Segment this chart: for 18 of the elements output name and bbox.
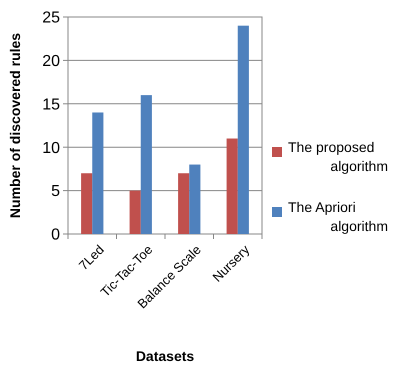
bar <box>189 164 200 234</box>
bar <box>238 26 249 234</box>
bar <box>130 190 141 234</box>
y-tick-label: 15 <box>42 96 60 114</box>
legend-label: The proposed algorithm <box>288 139 388 174</box>
bar <box>226 138 238 234</box>
y-axis-title: Number of discovered rules <box>7 32 23 218</box>
x-axis-title: Datasets <box>136 348 194 364</box>
legend-label: The Apriori algorithm <box>288 199 388 234</box>
y-tick-label: 25 <box>42 10 60 27</box>
bar <box>81 173 92 234</box>
bar <box>178 173 190 234</box>
y-tick-label: 20 <box>42 53 60 70</box>
y-tick-label: 0 <box>51 226 60 244</box>
bar <box>140 95 152 234</box>
y-tick-label: 10 <box>42 140 60 157</box>
bar <box>92 112 104 234</box>
y-tick-label: 5 <box>51 183 60 200</box>
